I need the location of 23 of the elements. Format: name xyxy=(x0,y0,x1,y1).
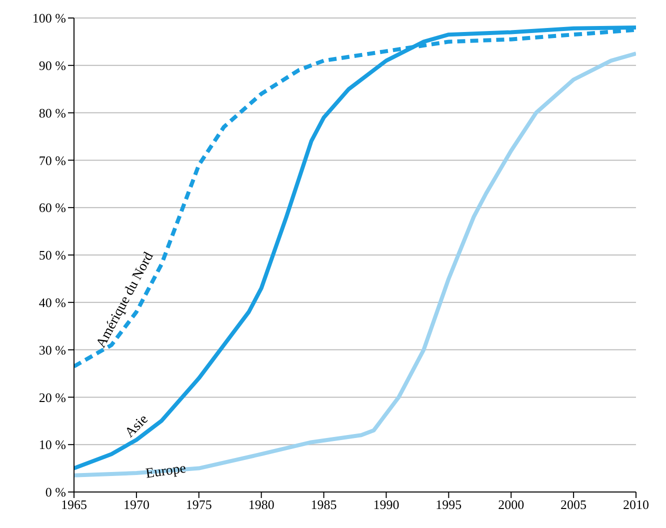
y-tick-label: 50 % xyxy=(38,248,66,263)
x-tick-label: 1990 xyxy=(373,497,400,512)
y-tick-label: 10 % xyxy=(38,437,66,452)
text: Asie xyxy=(122,412,152,441)
x-tick-label: 1980 xyxy=(248,497,274,512)
text: Europe xyxy=(144,461,188,482)
x-tick-label: 1995 xyxy=(436,497,462,512)
y-tick-label: 40 % xyxy=(38,295,66,310)
y-tick-label: 60 % xyxy=(38,200,66,216)
y-tick-label: 30 % xyxy=(38,342,66,358)
x-tick-label: 1975 xyxy=(186,497,212,512)
x-tick-label: 1985 xyxy=(310,497,337,512)
x-tick-label: 1965 xyxy=(61,497,87,512)
x-tick-label: 2010 xyxy=(623,497,649,512)
y-tick-label: 20 % xyxy=(38,390,66,405)
y-tick-label: 0 % xyxy=(45,484,66,500)
x-tick-label: 2005 xyxy=(560,497,587,512)
y-tick-label: 90 % xyxy=(38,58,66,74)
x-tick-label: 1970 xyxy=(123,497,150,512)
y-tick-label: 70 % xyxy=(38,152,66,168)
y-tick-label: 100 % xyxy=(32,10,66,26)
y-tick-label: 80 % xyxy=(38,105,66,120)
x-tick-label: 2000 xyxy=(498,497,524,512)
